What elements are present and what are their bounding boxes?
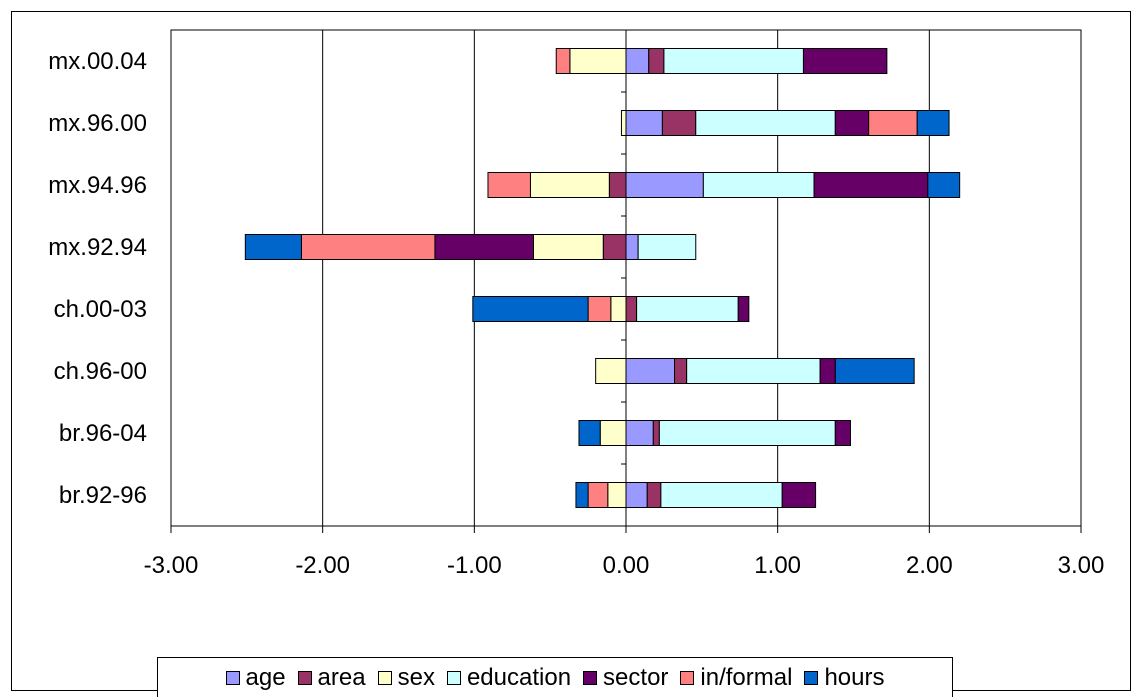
legend: age area sex education sector in/formal hours <box>157 657 953 697</box>
bar-education-br-96-04 <box>658 420 836 446</box>
bar-hours-br-92-96 <box>575 482 589 508</box>
category-label: mx.92.94 <box>48 234 147 261</box>
bar-education-mx-92-94 <box>637 234 697 260</box>
legend-swatch <box>680 670 695 685</box>
bar-sex-ch-00-03 <box>610 296 627 322</box>
legend-item: hours <box>804 664 884 692</box>
bar-area-mx-00-04 <box>648 48 665 74</box>
bar-informal-mx-00-04 <box>555 48 571 74</box>
bar-age-br-96-04 <box>625 420 654 446</box>
legend-label: sex <box>397 663 435 691</box>
bar-age-mx-94-96 <box>625 172 704 198</box>
x-tick-label: 0.00 <box>603 552 650 579</box>
bar-area-mx-92-94 <box>602 234 627 260</box>
legend-label: area <box>317 663 366 691</box>
legend-swatch <box>377 670 392 685</box>
bar-informal-ch-00-03 <box>587 296 612 322</box>
legend-swatch <box>446 670 461 685</box>
legend-item: area <box>297 663 366 692</box>
bar-sex-mx-94-96 <box>529 172 610 198</box>
category-label: mx.96.00 <box>48 110 147 137</box>
bar-age-br-92-96 <box>625 482 648 508</box>
bar-area-br-92-96 <box>646 482 662 508</box>
bar-sector-br-92-96 <box>781 482 817 508</box>
plot-area: -3.00 -2.00 -1.00 0.00 1.00 2.00 3.00 mx.00.04 m… <box>48 29 1105 579</box>
x-tick-label: -2.00 <box>295 552 350 579</box>
bar-informal-mx-94-96 <box>487 172 531 198</box>
bar-education-mx-00-04 <box>663 48 804 74</box>
bar-informal-mx-92-94 <box>300 234 436 260</box>
bar-sex-mx-00-04 <box>569 48 627 74</box>
bar-sector-ch-00-03 <box>737 296 750 322</box>
bar-hours-br-96-04 <box>578 420 601 446</box>
bar-education-ch-96-00 <box>686 358 821 384</box>
bar-age-mx-96-00 <box>625 110 663 136</box>
x-tick-label: -3.00 <box>144 552 199 579</box>
bar-hours-ch-00-03 <box>472 296 589 322</box>
x-tick-label: 3.00 <box>1058 552 1105 579</box>
legend-item: sector <box>583 664 668 692</box>
bar-sex-br-96-04 <box>599 420 627 446</box>
bar-sex-ch-96-00 <box>595 358 627 384</box>
legend-swatch <box>297 670 312 685</box>
legend-label: sector <box>603 663 669 691</box>
bar-sex-mx-92-94 <box>532 234 604 260</box>
legend-label: age <box>245 663 286 691</box>
bar-hours-mx-92-94 <box>244 234 302 260</box>
legend-item: education <box>446 663 572 692</box>
legend-label: education <box>466 663 572 691</box>
bar-hours-mx-94-96 <box>927 172 961 198</box>
bar-area-ch-96-00 <box>674 358 688 384</box>
bar-sex-mx-96-00 <box>620 110 627 136</box>
bar-area-ch-00-03 <box>625 296 638 322</box>
bar-education-br-92-96 <box>660 482 783 508</box>
bar-sector-ch-96-00 <box>819 358 836 384</box>
bar-area-br-96-04 <box>652 420 660 446</box>
bar-area-mx-94-96 <box>608 172 627 198</box>
legend-item: age <box>225 663 286 692</box>
chart-svg: -3.00 -2.00 -1.00 0.00 1.00 2.00 3.00 mx.00.04 m… <box>48 29 1105 579</box>
chart-frame: -3.00 -2.00 -1.00 0.00 1.00 2.00 3.00 mx.00.04 m… <box>11 11 1131 697</box>
bar-sector-mx-94-96 <box>813 172 929 198</box>
legend-swatch <box>225 670 240 685</box>
category-label: mx.00.04 <box>48 48 147 75</box>
x-tick-label: 1.00 <box>754 552 801 579</box>
category-label: ch.00-03 <box>54 296 147 323</box>
legend-item: sex <box>377 663 435 692</box>
bar-education-mx-96-00 <box>695 110 836 136</box>
bar-age-mx-00-04 <box>625 48 650 74</box>
legend-label: hours <box>824 663 885 691</box>
category-label: mx.94.96 <box>48 172 147 199</box>
bar-education-ch-00-03 <box>636 296 739 322</box>
x-tick-label: -1.00 <box>447 552 502 579</box>
bar-education-mx-94-96 <box>702 172 815 198</box>
bar-age-ch-96-00 <box>625 358 676 384</box>
bar-area-mx-96-00 <box>661 110 697 136</box>
bar-age-mx-92-94 <box>625 234 639 260</box>
bar-informal-mx-96-00 <box>868 110 918 136</box>
bar-sector-br-96-04 <box>834 420 851 446</box>
bar-sector-mx-96-00 <box>834 110 870 136</box>
bar-sector-mx-00-04 <box>802 48 888 74</box>
bar-sex-br-92-96 <box>607 482 627 508</box>
legend-swatch <box>583 670 598 685</box>
bar-hours-ch-96-00 <box>834 358 915 384</box>
category-label: br.96-04 <box>59 420 147 447</box>
x-tick-label: 2.00 <box>906 552 953 579</box>
legend-item: in/formal <box>680 664 792 692</box>
bar-hours-mx-96-00 <box>916 110 950 136</box>
bar-sector-mx-92-94 <box>434 234 534 260</box>
category-label: ch.96-00 <box>54 358 147 385</box>
category-label: br.92-96 <box>59 482 147 509</box>
legend-label: in/formal <box>700 663 793 691</box>
legend-swatch <box>804 670 819 685</box>
bar-informal-br-92-96 <box>587 482 609 508</box>
